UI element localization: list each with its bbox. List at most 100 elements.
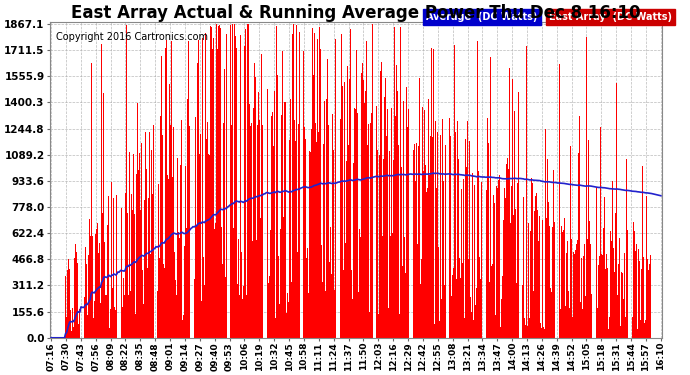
Bar bbox=[484, 308, 486, 338]
Bar bbox=[571, 239, 572, 338]
Bar bbox=[163, 264, 164, 338]
Bar bbox=[436, 188, 437, 338]
Bar bbox=[179, 238, 180, 338]
Bar bbox=[573, 252, 574, 338]
Bar bbox=[153, 124, 155, 338]
Bar bbox=[540, 323, 541, 338]
Bar bbox=[210, 26, 211, 338]
Bar bbox=[168, 179, 169, 338]
Bar bbox=[247, 24, 248, 338]
Bar bbox=[440, 135, 442, 338]
Bar bbox=[430, 136, 431, 338]
Bar bbox=[569, 308, 570, 338]
Bar bbox=[268, 276, 270, 338]
Bar bbox=[318, 132, 319, 338]
Bar bbox=[530, 231, 531, 338]
Bar bbox=[611, 241, 612, 338]
Bar bbox=[222, 264, 224, 338]
Bar bbox=[421, 260, 422, 338]
Bar bbox=[166, 40, 167, 338]
Bar bbox=[429, 175, 430, 338]
Bar bbox=[306, 248, 308, 338]
Bar bbox=[151, 150, 152, 338]
Bar bbox=[67, 270, 68, 338]
Bar bbox=[382, 236, 383, 338]
Bar bbox=[323, 144, 324, 338]
Bar bbox=[286, 314, 287, 338]
Bar bbox=[131, 194, 132, 338]
Bar bbox=[284, 102, 285, 338]
Bar bbox=[275, 318, 276, 338]
Bar bbox=[495, 315, 496, 338]
Bar bbox=[243, 286, 244, 338]
Bar bbox=[355, 109, 356, 338]
Bar bbox=[236, 48, 237, 338]
Bar bbox=[129, 152, 130, 338]
Bar bbox=[638, 249, 639, 338]
Bar bbox=[400, 27, 401, 338]
Bar bbox=[350, 29, 351, 338]
Bar bbox=[299, 32, 300, 338]
Bar bbox=[328, 124, 329, 338]
Bar bbox=[327, 59, 328, 338]
Bar bbox=[351, 270, 352, 338]
Bar bbox=[591, 294, 593, 338]
Bar bbox=[213, 38, 214, 338]
Bar bbox=[644, 322, 645, 338]
Bar bbox=[140, 210, 141, 338]
Bar bbox=[537, 210, 538, 338]
Bar bbox=[138, 170, 139, 338]
Bar bbox=[134, 214, 135, 338]
Bar bbox=[394, 27, 395, 338]
Bar bbox=[551, 292, 552, 338]
Bar bbox=[317, 39, 318, 338]
Bar bbox=[404, 237, 405, 338]
Bar bbox=[417, 146, 419, 338]
Bar bbox=[144, 200, 145, 338]
Bar bbox=[95, 234, 96, 338]
Bar bbox=[204, 285, 205, 338]
Bar bbox=[201, 38, 203, 338]
Bar bbox=[367, 145, 368, 338]
Bar bbox=[518, 92, 520, 338]
Bar bbox=[383, 159, 384, 338]
Bar bbox=[488, 143, 489, 338]
Bar bbox=[442, 119, 444, 338]
Bar bbox=[371, 112, 373, 338]
Bar bbox=[250, 126, 251, 338]
Bar bbox=[395, 116, 396, 338]
Bar bbox=[368, 124, 369, 338]
Bar bbox=[426, 192, 427, 338]
Bar bbox=[539, 216, 540, 338]
Bar bbox=[424, 110, 425, 338]
Bar bbox=[244, 46, 245, 338]
Bar bbox=[209, 154, 210, 338]
Bar bbox=[576, 244, 577, 338]
Bar bbox=[406, 87, 407, 338]
Bar bbox=[524, 324, 526, 338]
Bar bbox=[170, 125, 171, 338]
Bar bbox=[186, 228, 187, 338]
Bar bbox=[546, 217, 547, 338]
Bar bbox=[89, 219, 90, 338]
Bar bbox=[290, 99, 291, 338]
Bar bbox=[460, 278, 461, 338]
Bar bbox=[214, 229, 215, 338]
Bar bbox=[492, 264, 493, 338]
Bar bbox=[182, 320, 184, 338]
Bar bbox=[358, 292, 359, 338]
Bar bbox=[505, 198, 506, 338]
Bar bbox=[612, 182, 613, 338]
Bar bbox=[474, 185, 475, 338]
Bar bbox=[532, 183, 533, 338]
Bar bbox=[321, 245, 322, 338]
Bar bbox=[164, 268, 165, 338]
Bar bbox=[433, 48, 434, 338]
Bar bbox=[282, 51, 283, 338]
Bar bbox=[207, 122, 208, 338]
Bar bbox=[115, 310, 117, 338]
Bar bbox=[341, 34, 342, 338]
Bar bbox=[146, 169, 147, 338]
Bar bbox=[293, 24, 294, 338]
Bar bbox=[411, 293, 413, 338]
